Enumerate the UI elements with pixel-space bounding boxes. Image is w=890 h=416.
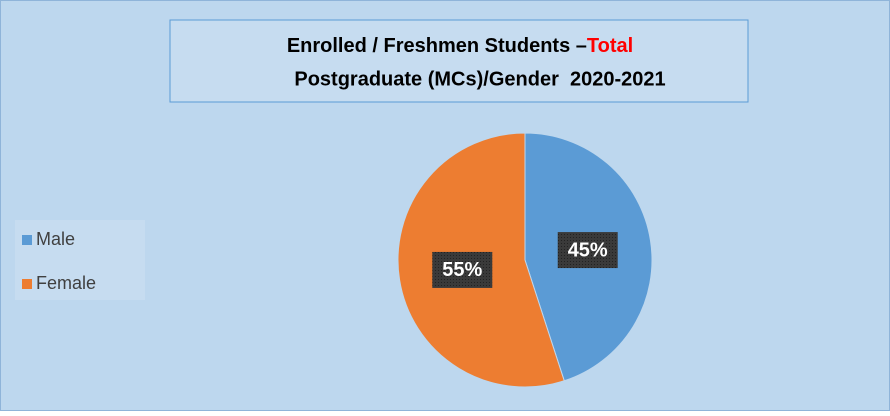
title-box [169, 19, 749, 103]
data-label: 45% [568, 239, 608, 261]
chart-title: Postgraduate (MCs)/Gender 2020-2021 [294, 68, 665, 90]
data-label-box [432, 251, 493, 288]
legend-label: Male [36, 229, 75, 249]
data-label: 55% [442, 259, 482, 281]
data-label-box [557, 232, 618, 269]
legend-swatch [22, 279, 32, 289]
title-part: Enrolled / Freshmen Students – [287, 35, 587, 57]
legend-box [15, 220, 145, 300]
chart-title: Enrolled / Freshmen Students –Total [287, 35, 633, 57]
title-part: Total [587, 35, 633, 57]
legend-label: Female [36, 273, 96, 293]
legend-swatch [22, 235, 32, 245]
